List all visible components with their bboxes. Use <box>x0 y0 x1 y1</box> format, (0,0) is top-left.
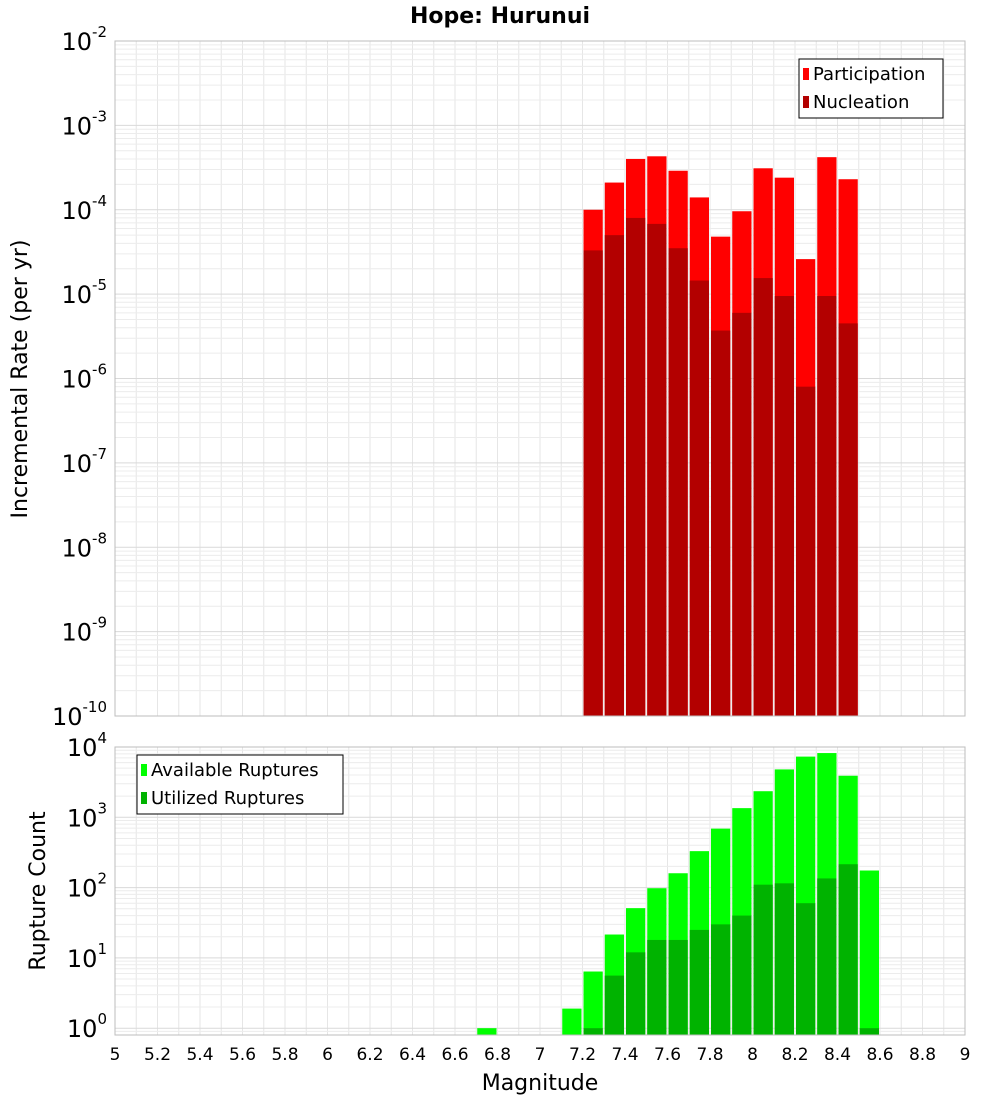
top-legend-label: Nucleation <box>813 92 909 113</box>
x-tick-label: 5.2 <box>144 1045 171 1065</box>
top-bar-nucleation <box>668 248 688 717</box>
x-tick-label: 7.8 <box>696 1045 723 1065</box>
bottom-bar-utilized-ruptures <box>626 952 646 1035</box>
bottom-y-tick-label: 103 <box>67 799 107 832</box>
bottom-legend: Available Ruptures Utilized Ruptures <box>136 754 344 815</box>
x-tick-label: 8.8 <box>909 1045 936 1065</box>
bottom-y-tick-label: 102 <box>67 870 107 903</box>
x-axis-label: Magnitude <box>482 1071 599 1096</box>
top-legend: Participation Nucleation <box>798 58 944 119</box>
bottom-bar-utilized-ruptures <box>647 939 667 1035</box>
x-tick-label: 5.4 <box>186 1045 213 1065</box>
top-y-tick-label: 10-6 <box>61 361 107 394</box>
top-bar-nucleation <box>774 296 794 716</box>
bottom-bar-utilized-ruptures <box>838 864 858 1035</box>
top-y-tick-label: 10-10 <box>52 698 107 731</box>
chart-title: Hope: Hurunui <box>410 4 590 29</box>
top-bar-nucleation <box>647 223 667 716</box>
bottom-bar-utilized-ruptures <box>583 1028 603 1035</box>
x-tick-label: 8 <box>747 1045 758 1065</box>
bottom-bar-available-ruptures <box>859 870 879 1035</box>
top-panel: 10-2 10-3 10-4 10-5 10-6 10-7 10-8 10-9 10-10 Par… <box>52 23 966 731</box>
top-legend-box <box>798 58 944 119</box>
top-bar-nucleation <box>583 250 603 717</box>
top-y-tick-label: 10-3 <box>61 107 107 140</box>
x-tick-label: 9 <box>960 1045 971 1065</box>
top-y-tick-label: 10-7 <box>61 445 107 478</box>
bottom-legend-label: Available Ruptures <box>151 760 319 781</box>
bottom-bar-utilized-ruptures <box>817 878 837 1035</box>
x-tick-label: 6.8 <box>484 1045 511 1065</box>
x-tick-label: 7.6 <box>654 1045 681 1065</box>
bottom-legend-swatch <box>141 764 147 776</box>
top-bar-nucleation <box>689 280 709 716</box>
bottom-legend-swatch <box>141 792 147 804</box>
x-tick-label: 6.2 <box>356 1045 383 1065</box>
bottom-bar-utilized-ruptures <box>796 903 816 1035</box>
bottom-bar-utilized-ruptures <box>732 915 752 1035</box>
top-y-tick-label: 10-9 <box>61 614 107 647</box>
bottom-bar-utilized-ruptures <box>668 939 688 1035</box>
bottom-y-tick-label: 101 <box>67 940 107 973</box>
top-bar-nucleation <box>817 296 837 716</box>
bottom-y-tick-label: 104 <box>67 729 107 762</box>
top-bar-nucleation <box>796 386 816 716</box>
bottom-bar-utilized-ruptures <box>859 1028 879 1035</box>
top-y-tick-label: 10-8 <box>61 529 107 562</box>
x-tick-label: 7.4 <box>611 1045 638 1065</box>
bottom-bar-utilized-ruptures <box>753 884 773 1035</box>
x-tick-label: 8.4 <box>824 1045 851 1065</box>
bottom-y-axis-label: Rupture Count <box>26 811 51 971</box>
bottom-bar-utilized-ruptures <box>774 883 794 1035</box>
bottom-bar-utilized-ruptures <box>604 975 624 1035</box>
top-y-axis-label: Incremental Rate (per yr) <box>8 240 33 519</box>
x-tick-label: 8.2 <box>781 1045 808 1065</box>
top-bar-nucleation <box>838 323 858 716</box>
top-bar-nucleation <box>732 312 752 716</box>
bottom-bar-available-ruptures <box>477 1028 497 1035</box>
x-tick-label: 8.6 <box>866 1045 893 1065</box>
bottom-legend-box <box>136 754 344 815</box>
top-bar-nucleation <box>626 217 646 716</box>
top-bar-nucleation <box>753 278 773 716</box>
top-legend-swatch <box>803 96 809 108</box>
x-tick-label: 5.8 <box>271 1045 298 1065</box>
top-legend-label: Participation <box>813 64 925 85</box>
top-plot-frame <box>114 40 966 717</box>
bottom-bar-utilized-ruptures <box>689 929 709 1035</box>
bottom-bar-available-ruptures <box>562 1008 582 1035</box>
x-tick-label: 7.2 <box>569 1045 596 1065</box>
top-legend-swatch <box>803 68 809 80</box>
x-tick-label: 5 <box>110 1045 121 1065</box>
bottom-y-tick-label: 100 <box>67 1010 107 1043</box>
x-tick-label: 7 <box>535 1045 546 1065</box>
x-tick-label: 6.4 <box>399 1045 426 1065</box>
bottom-plot-frame <box>114 746 966 1036</box>
top-y-tick-label: 10-2 <box>61 23 107 56</box>
bottom-panel: 104 103 102 101 100 Available Ruptures Utilize… <box>67 729 971 1065</box>
x-tick-label: 6 <box>322 1045 333 1065</box>
bottom-bar-available-ruptures <box>583 971 603 1035</box>
bottom-legend-label: Utilized Ruptures <box>151 788 304 809</box>
top-bar-nucleation <box>711 330 731 716</box>
top-bar-nucleation <box>604 235 624 716</box>
top-y-tick-label: 10-4 <box>61 192 107 225</box>
top-y-tick-label: 10-5 <box>61 276 107 309</box>
bottom-bar-utilized-ruptures <box>711 924 731 1035</box>
x-tick-label: 5.6 <box>229 1045 256 1065</box>
x-tick-label: 6.6 <box>441 1045 468 1065</box>
